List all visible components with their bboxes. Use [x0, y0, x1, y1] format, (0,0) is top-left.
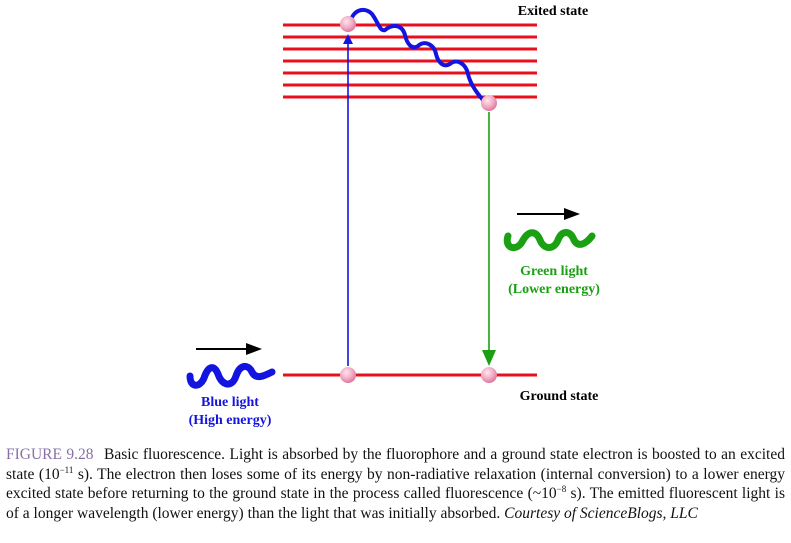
figure-caption: FIGURE 9.28 Basic fluorescence. Light is…	[6, 445, 785, 523]
caption-exponent-2: −8	[557, 484, 567, 494]
blue-light-label: Blue light	[201, 395, 259, 410]
blue-light-direction-arrow-head	[246, 343, 262, 355]
green-light-direction-arrow-head	[564, 208, 580, 220]
caption-exponent-1: −11	[60, 464, 74, 474]
excited-state-label: Exited state	[518, 4, 588, 19]
blue-light-wave-icon	[190, 366, 272, 385]
blue-light-energy-label: (High energy)	[189, 413, 272, 428]
green-light-photon: Green light (Lower energy)	[507, 208, 600, 297]
caption-credit: Courtesy of ScienceBlogs, LLC	[504, 505, 698, 522]
electron-ground-left	[340, 367, 356, 383]
figure-label: FIGURE 9.28	[6, 446, 94, 463]
electron-excited-top	[340, 16, 356, 32]
electron-excited-bottom	[481, 95, 497, 111]
green-light-energy-label: (Lower energy)	[508, 282, 600, 297]
fluorescence-diagram: Blue light (High energy) Green light (Lo…	[0, 0, 791, 440]
blue-light-photon: Blue light (High energy)	[189, 343, 272, 428]
excited-state-levels	[283, 25, 537, 97]
electron-ground-right	[481, 367, 497, 383]
green-light-wave-icon	[507, 233, 592, 248]
emission-arrow-head	[482, 350, 496, 366]
ground-state-label: Ground state	[520, 389, 599, 404]
green-light-label: Green light	[520, 264, 588, 279]
